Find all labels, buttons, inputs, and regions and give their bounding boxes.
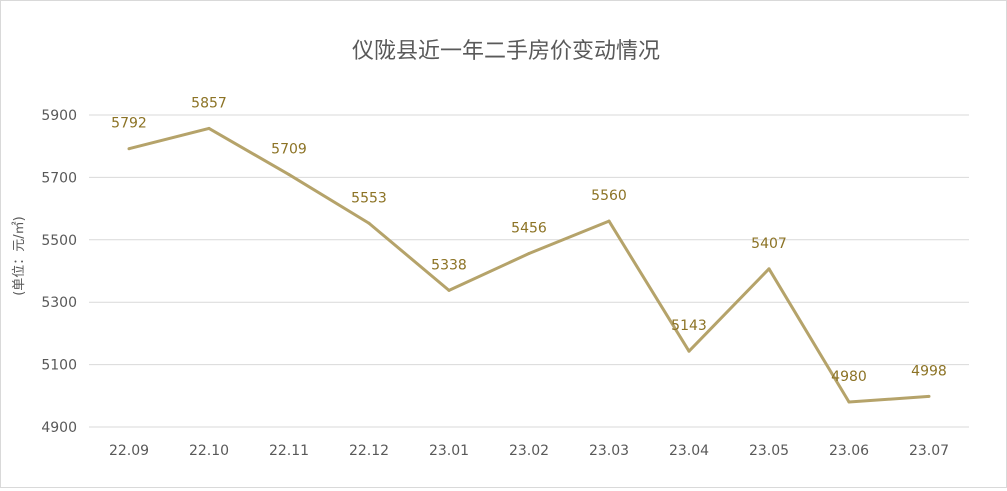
data-label: 5338 [431, 257, 467, 273]
y-tick-label: 5100 [41, 358, 77, 374]
y-tick-label: 4900 [41, 420, 77, 436]
data-point [127, 147, 131, 151]
data-point [207, 126, 211, 130]
x-tick-label: 22.12 [349, 443, 389, 459]
data-point [927, 394, 931, 398]
series-line [128, 126, 930, 404]
data-label: 5553 [351, 190, 387, 206]
data-label: 5407 [751, 236, 787, 252]
data-point [527, 252, 531, 256]
data-point [447, 288, 451, 292]
x-tick-label: 23.07 [909, 443, 949, 459]
y-tick-label: 5300 [41, 295, 77, 311]
y-tick-labels: 4900 5100 5300 5500 5700 5900 [41, 108, 77, 436]
data-label: 4980 [831, 369, 867, 385]
chart-title: 仪陇县近一年二手房价变动情况 [352, 39, 660, 64]
y-tick-label: 5500 [41, 233, 77, 249]
data-point [767, 267, 771, 271]
y-tick-label: 5900 [41, 108, 77, 124]
data-point [607, 219, 611, 223]
x-tick-labels: 22.09 22.10 22.11 22.12 23.01 23.02 23.03 23.04… [109, 443, 949, 459]
data-point [687, 349, 691, 353]
data-label: 5792 [111, 116, 147, 132]
x-tick-label: 23.01 [429, 443, 469, 459]
data-label: 5143 [671, 318, 707, 334]
x-tick-label: 22.11 [269, 443, 309, 459]
x-tick-label: 22.09 [109, 443, 149, 459]
data-point [847, 400, 851, 404]
data-label: 5857 [191, 95, 227, 111]
x-tick-label: 23.05 [749, 443, 789, 459]
x-tick-label: 23.04 [669, 443, 709, 459]
x-tick-label: 23.03 [589, 443, 629, 459]
data-point [367, 221, 371, 225]
x-tick-label: 23.06 [829, 443, 869, 459]
data-label: 4998 [911, 363, 947, 379]
grid-layer [89, 114, 969, 428]
data-labels: 5792 5857 5709 5553 5338 5456 5560 5143 5407 4980… [111, 95, 947, 385]
y-axis-label: (单位：元/㎡) [12, 216, 27, 296]
data-label: 5560 [591, 188, 627, 204]
x-tick-label: 22.10 [189, 443, 229, 459]
data-label: 5709 [271, 142, 307, 158]
series-layer [127, 126, 931, 404]
y-tick-label: 5700 [41, 170, 77, 186]
data-label: 5456 [511, 221, 547, 237]
data-point [287, 173, 291, 177]
x-tick-label: 23.02 [509, 443, 549, 459]
